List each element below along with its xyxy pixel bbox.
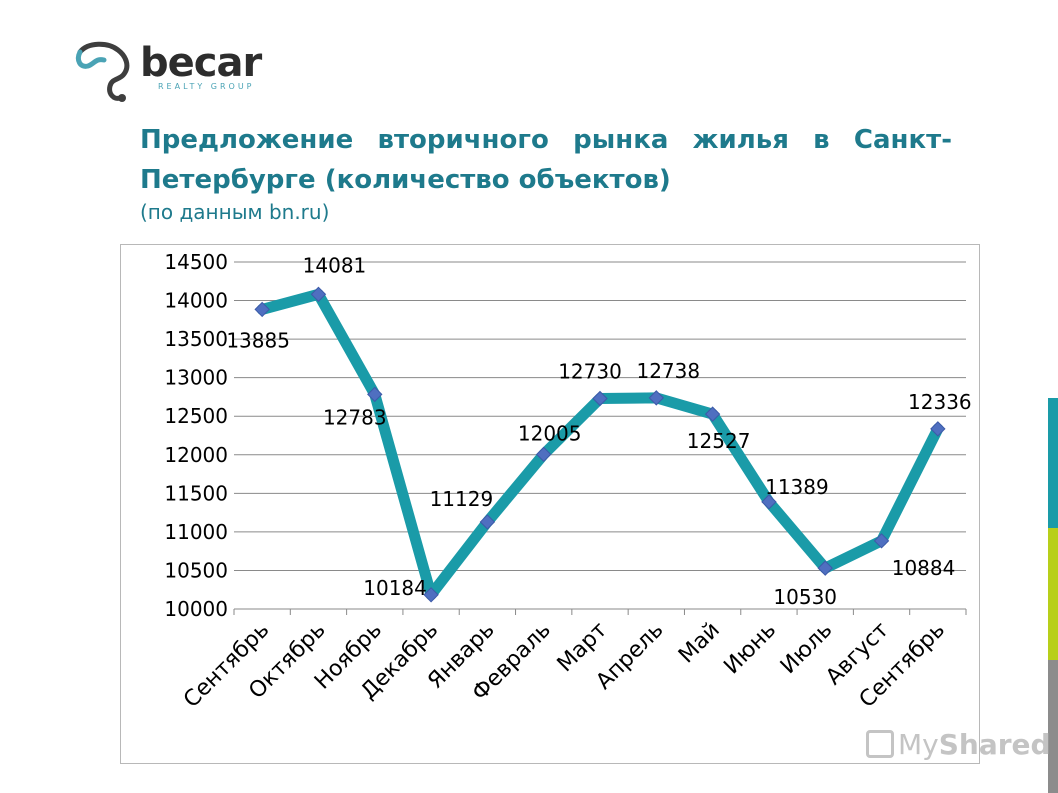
data-point	[817, 560, 833, 576]
data-point	[479, 514, 496, 530]
logo-wordmark: becar	[140, 40, 262, 86]
data-label: 12738	[636, 359, 700, 383]
y-tick-label: 10000	[164, 597, 228, 621]
data-point	[254, 301, 270, 318]
y-tick-label: 13000	[164, 366, 228, 390]
watermark-prefix: My	[898, 728, 939, 761]
side-bar-teal	[1048, 398, 1058, 528]
page-title: Предложение вторичного рынка жилья в Сан…	[140, 125, 952, 195]
data-point	[704, 406, 721, 422]
data-label: 10530	[773, 585, 837, 609]
data-label: 11389	[765, 475, 829, 499]
presentation-icon	[866, 730, 894, 758]
logo-tagline: REALTY GROUP	[158, 82, 255, 91]
y-tick-label: 14500	[164, 250, 228, 274]
data-label: 11129	[430, 487, 494, 511]
chart-frame: 10000 10500 11000 11500 12000 12500 13000 13500…	[120, 244, 980, 764]
data-label: 12527	[687, 429, 751, 453]
data-point	[930, 421, 946, 437]
data-point	[535, 446, 552, 463]
y-tick-label: 12000	[164, 443, 228, 467]
y-tick-label: 14000	[164, 289, 228, 313]
side-bar-gray	[1048, 660, 1058, 793]
data-point	[423, 587, 439, 603]
logo-mark-icon	[75, 41, 130, 102]
data-point	[761, 494, 777, 510]
data-point	[592, 390, 608, 407]
data-label: 12730	[558, 359, 622, 383]
data-point	[367, 386, 383, 403]
y-tick-label: 10500	[164, 558, 228, 582]
data-point	[873, 533, 890, 549]
x-tick-label: Июнь	[719, 618, 781, 680]
data-label: 14081	[303, 253, 367, 277]
data-label: 13885	[226, 328, 290, 352]
data-point	[310, 286, 327, 303]
company-logo: becar REALTY GROUP	[74, 38, 304, 108]
side-bar-lime	[1048, 528, 1058, 660]
data-label: 12005	[518, 421, 582, 445]
x-tick-label: Май	[674, 618, 725, 669]
y-tick-label: 11500	[164, 481, 228, 505]
watermark-suffix: Shared	[938, 728, 1051, 761]
watermark: MyShared	[866, 728, 1051, 761]
data-label: 12336	[908, 390, 972, 414]
data-point	[648, 390, 665, 406]
y-tick-label: 13500	[164, 327, 228, 351]
line-chart: 10000 10500 11000 11500 12000 12500 13000 13500…	[164, 250, 972, 713]
page-subtitle: (по данным bn.ru)	[140, 200, 330, 224]
y-tick-label: 12500	[164, 404, 228, 428]
data-label: 10184	[363, 576, 427, 600]
data-label: 10884	[892, 556, 956, 580]
data-label: 12783	[323, 405, 387, 429]
y-tick-label: 11000	[164, 520, 228, 544]
